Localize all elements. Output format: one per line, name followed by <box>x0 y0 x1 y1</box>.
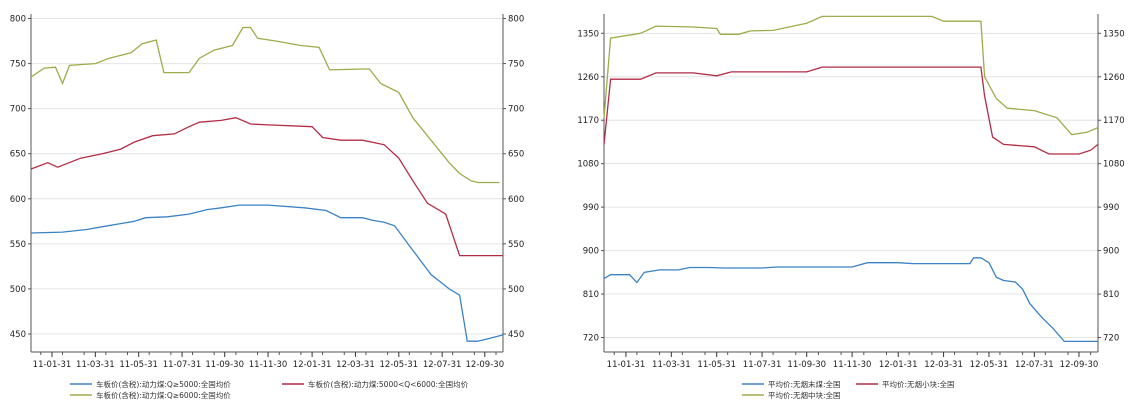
x-tick-label: 11-11-30 <box>249 360 288 370</box>
x-tick-label: 12-05-31 <box>380 360 419 370</box>
y-tick-label-left: 990 <box>583 203 599 213</box>
x-tick-label: 12-07-31 <box>1015 360 1054 370</box>
x-tick-label: 11-09-30 <box>787 360 826 370</box>
y-tick-label-left: 1080 <box>577 160 599 170</box>
y-tick-label-left: 1170 <box>577 116 599 126</box>
y-tick-label-right: 650 <box>508 150 524 160</box>
y-tick-label-right: 1350 <box>1103 29 1125 39</box>
x-tick-label: 11-01-31 <box>607 360 646 370</box>
chart-right: 720 720 810 810 900 900 990 990 1080 1080 1170 1170… <box>577 14 1125 400</box>
y-tick-label-right: 500 <box>508 285 524 295</box>
legend-label: 车板价(含税):动力煤:Q≥6000:全国均价 <box>96 390 231 400</box>
x-tick-label: 11-09-30 <box>205 360 244 370</box>
x-tick-label: 11-03-31 <box>652 360 691 370</box>
y-tick-label-left: 500 <box>10 285 26 295</box>
y-tick-label-left: 1260 <box>577 73 599 83</box>
legend-label: 平均价:无烟中块:全国 <box>768 390 841 400</box>
x-tick-label: 11-03-31 <box>76 360 115 370</box>
y-tick-label-right: 1170 <box>1103 116 1125 126</box>
x-tick-label: 12-09-30 <box>1060 360 1099 370</box>
y-tick-label-left: 600 <box>10 195 26 205</box>
y-tick-label-left: 810 <box>583 290 599 300</box>
y-tick-label-left: 800 <box>10 15 26 25</box>
y-tick-label-right: 1080 <box>1103 160 1125 170</box>
x-tick-label: 12-05-31 <box>970 360 1009 370</box>
series-line-3 <box>603 15 1099 136</box>
x-tick-label: 12-01-31 <box>879 360 918 370</box>
x-tick-label: 11-05-31 <box>119 360 158 370</box>
x-tick-label: 12-03-31 <box>336 360 375 370</box>
y-tick-label-left: 750 <box>10 60 26 70</box>
series-line-2 <box>30 117 503 257</box>
series-line-3 <box>30 26 500 184</box>
y-tick-label-left: 550 <box>10 240 26 250</box>
x-tick-label: 12-09-30 <box>466 360 505 370</box>
y-tick-label-right: 600 <box>508 195 524 205</box>
y-tick-label-right: 990 <box>1103 203 1119 213</box>
x-tick-label: 11-07-31 <box>743 360 782 370</box>
y-tick-label-right: 1260 <box>1103 73 1125 83</box>
x-tick-label: 11-05-31 <box>697 360 736 370</box>
y-tick-label-right: 450 <box>508 330 524 340</box>
series-line-1 <box>30 204 504 342</box>
x-tick-label: 12-03-31 <box>924 360 963 370</box>
y-tick-label-left: 1350 <box>577 29 599 39</box>
y-tick-label-left: 900 <box>583 247 599 257</box>
x-tick-label: 12-07-31 <box>423 360 462 370</box>
legend-label: 平均价:无烟小块:全国 <box>882 379 955 389</box>
y-tick-label-right: 550 <box>508 240 524 250</box>
y-tick-label-right: 900 <box>1103 247 1119 257</box>
y-tick-label-left: 450 <box>10 330 26 340</box>
y-tick-label-right: 800 <box>508 15 524 25</box>
x-tick-label: 12-01-31 <box>293 360 332 370</box>
y-tick-label-right: 700 <box>508 105 524 115</box>
x-tick-label: 11-11-30 <box>833 360 872 370</box>
legend-label: 车板价(含税):动力煤:5000<Q<6000:全国均价 <box>308 379 469 389</box>
y-tick-label-left: 720 <box>583 334 599 344</box>
chart-left: 450 450 500 500 550 550 600 600 650 650 700 700 750 7… <box>10 14 524 400</box>
y-tick-label-right: 750 <box>508 60 524 70</box>
y-tick-label-left: 650 <box>10 150 26 160</box>
legend-label: 车板价(含税):动力煤:Q≥5000:全国均价 <box>96 379 231 389</box>
y-tick-label-left: 700 <box>10 105 26 115</box>
legend-label: 平均价:无烟末煤:全国 <box>768 379 841 389</box>
y-tick-label-right: 720 <box>1103 334 1119 344</box>
x-tick-label: 11-07-31 <box>163 360 202 370</box>
y-tick-label-right: 810 <box>1103 290 1119 300</box>
series-line-2 <box>603 66 1099 155</box>
x-tick-label: 11-01-31 <box>33 360 72 370</box>
series-line-1 <box>603 257 1098 343</box>
